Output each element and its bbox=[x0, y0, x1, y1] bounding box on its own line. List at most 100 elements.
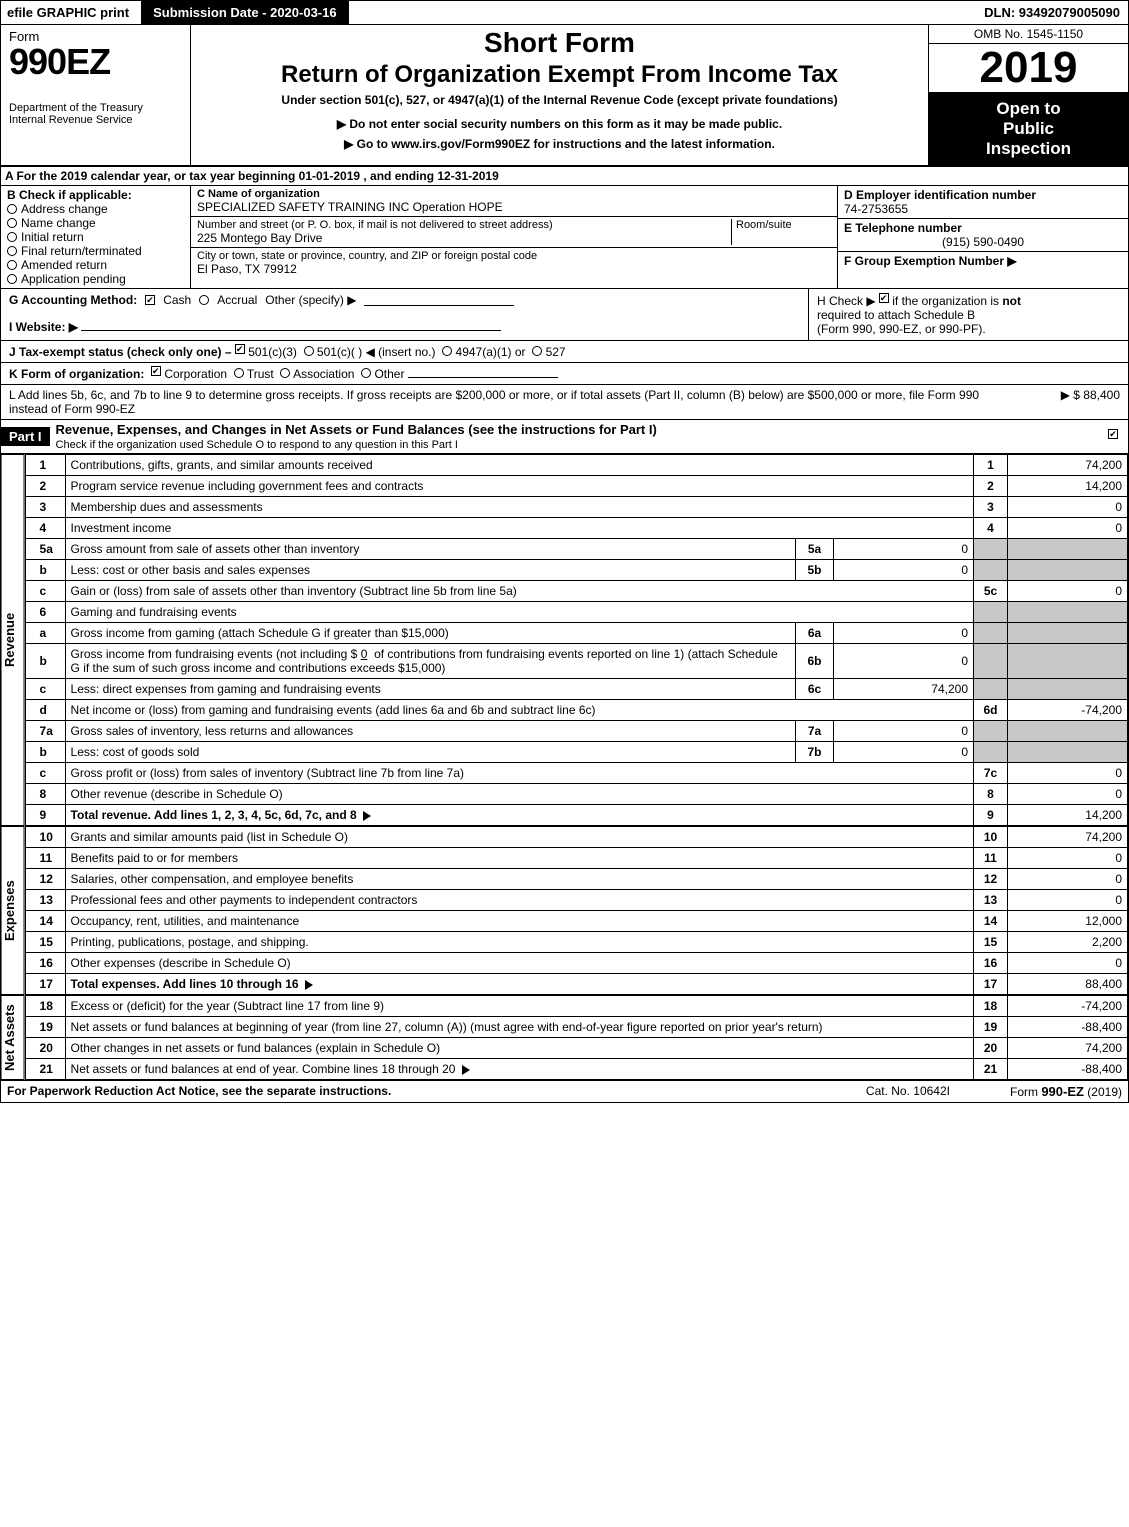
chk-final-return[interactable]: Final return/terminated bbox=[7, 244, 184, 258]
line-k: K Form of organization: Corporation Trus… bbox=[1, 363, 1128, 385]
line-17: 17Total expenses. Add lines 10 through 1… bbox=[25, 974, 1127, 995]
d3: Membership dues and assessments bbox=[71, 500, 263, 514]
v21: -88,400 bbox=[1008, 1059, 1128, 1080]
n16: 16 bbox=[25, 953, 65, 974]
page-container: efile GRAPHIC print Submission Date - 20… bbox=[0, 0, 1129, 1103]
r10: 10 bbox=[974, 827, 1008, 848]
chk-501c[interactable] bbox=[304, 346, 314, 356]
r16: 16 bbox=[974, 953, 1008, 974]
d6d: Net income or (loss) from gaming and fun… bbox=[71, 703, 596, 717]
n9: 9 bbox=[25, 805, 65, 826]
goto-text[interactable]: ▶ Go to www.irs.gov/Form990EZ for instru… bbox=[344, 137, 775, 151]
chk-trust[interactable] bbox=[234, 368, 244, 378]
line-5c: cGain or (loss) from sale of assets othe… bbox=[25, 581, 1127, 602]
gh-row: G Accounting Method: Cash Accrual Other … bbox=[1, 289, 1128, 341]
line-5b: bLess: cost or other basis and sales exp… bbox=[25, 560, 1127, 581]
h-box: H Check ▶ if the organization is not req… bbox=[808, 289, 1128, 340]
d6bamt: 0 bbox=[361, 647, 368, 661]
n14: 14 bbox=[25, 911, 65, 932]
v20: 74,200 bbox=[1008, 1038, 1128, 1059]
k-trust: Trust bbox=[247, 367, 274, 381]
ir5b: 5b bbox=[796, 560, 834, 581]
chk-corp[interactable] bbox=[151, 366, 161, 376]
line-12: 12 Salaries, other compensation, and empl… bbox=[25, 869, 1127, 890]
d12: Salaries, other compensation, and employ… bbox=[71, 872, 354, 886]
ga7a bbox=[1008, 721, 1128, 742]
checkbox-h[interactable] bbox=[879, 293, 889, 303]
d16: Other expenses (describe in Schedule O) bbox=[71, 956, 291, 970]
n1: 1 bbox=[25, 455, 65, 476]
form-no: Form 990-EZ (2019) bbox=[1010, 1084, 1122, 1099]
section-bcd: B Check if applicable: Address change Na… bbox=[1, 186, 1128, 289]
ga6a bbox=[1008, 623, 1128, 644]
line-6c: cLess: direct expenses from gaming and f… bbox=[25, 679, 1127, 700]
h-not: not bbox=[1002, 294, 1021, 308]
n12: 12 bbox=[25, 869, 65, 890]
v1: 74,200 bbox=[1008, 455, 1128, 476]
chk-schedule-o[interactable] bbox=[1108, 429, 1118, 439]
n7b: b bbox=[25, 742, 65, 763]
r20: 20 bbox=[974, 1038, 1008, 1059]
chk-initial-return[interactable]: Initial return bbox=[7, 230, 184, 244]
r13: 13 bbox=[974, 890, 1008, 911]
d5a: Gross amount from sale of assets other t… bbox=[71, 542, 360, 556]
chk-4947[interactable] bbox=[442, 346, 452, 356]
goto-link[interactable]: ▶ Go to www.irs.gov/Form990EZ for instru… bbox=[197, 137, 922, 151]
n6c: c bbox=[25, 679, 65, 700]
efile-label: efile GRAPHIC print bbox=[1, 2, 135, 23]
g-label: G Accounting Method: bbox=[9, 293, 137, 307]
chk-name-change[interactable]: Name change bbox=[7, 216, 184, 230]
k-other-input[interactable] bbox=[408, 366, 558, 378]
header-mid: Short Form Return of Organization Exempt… bbox=[191, 25, 928, 165]
g7b bbox=[974, 742, 1008, 763]
v14: 12,000 bbox=[1008, 911, 1128, 932]
line-l: L Add lines 5b, 6c, and 7b to line 9 to … bbox=[1, 385, 1128, 420]
opt-initial: Initial return bbox=[21, 230, 84, 244]
g-other-input[interactable] bbox=[364, 294, 514, 306]
checkbox-cash[interactable] bbox=[145, 295, 155, 305]
part1-sub: Check if the organization used Schedule … bbox=[56, 439, 458, 451]
d19: Net assets or fund balances at beginning… bbox=[71, 1020, 823, 1034]
d14: Occupancy, rent, utilities, and maintena… bbox=[71, 914, 300, 928]
i-label: I Website: ▶ bbox=[9, 320, 78, 334]
expenses-block: Expenses 10Grants and similar amounts pa… bbox=[1, 826, 1128, 995]
chk-other[interactable] bbox=[361, 368, 371, 378]
ir5a: 5a bbox=[796, 539, 834, 560]
header-right: OMB No. 1545-1150 2019 Open to Public In… bbox=[928, 25, 1128, 165]
radio-accrual[interactable] bbox=[199, 295, 209, 305]
k-assoc: Association bbox=[293, 367, 354, 381]
circle-icon bbox=[7, 204, 17, 214]
n6d: d bbox=[25, 700, 65, 721]
website-input[interactable] bbox=[81, 319, 501, 331]
ga6b bbox=[1008, 644, 1128, 679]
line-7b: bLess: cost of goods sold7b0 bbox=[25, 742, 1127, 763]
r17: 17 bbox=[974, 974, 1008, 995]
v8: 0 bbox=[1008, 784, 1128, 805]
circle-icon bbox=[7, 246, 17, 256]
r18: 18 bbox=[974, 996, 1008, 1017]
dept-label: Department of the Treasury bbox=[9, 102, 182, 114]
chk-amended[interactable]: Amended return bbox=[7, 258, 184, 272]
c-street-box: Number and street (or P. O. box, if mail… bbox=[191, 217, 837, 248]
v6d: -74,200 bbox=[1008, 700, 1128, 721]
opt-pending: Application pending bbox=[21, 272, 126, 286]
submission-date-badge: Submission Date - 2020-03-16 bbox=[141, 1, 349, 24]
chk-pending[interactable]: Application pending bbox=[7, 272, 184, 286]
tel-lbl: E Telephone number bbox=[844, 221, 1122, 235]
l-amt: ▶ $ 88,400 bbox=[1010, 388, 1120, 416]
line-10: 10Grants and similar amounts paid (list … bbox=[25, 827, 1127, 848]
opt-address: Address change bbox=[21, 202, 108, 216]
h-text2: if the organization is bbox=[892, 294, 1002, 308]
d-tel-box: E Telephone number (915) 590-0490 bbox=[838, 219, 1128, 252]
opt-amended: Amended return bbox=[21, 258, 107, 272]
chk-501c3[interactable] bbox=[235, 344, 245, 354]
chk-527[interactable] bbox=[532, 346, 542, 356]
v7c: 0 bbox=[1008, 763, 1128, 784]
col-b: B Check if applicable: Address change Na… bbox=[1, 186, 191, 288]
omb-number: OMB No. 1545-1150 bbox=[929, 25, 1128, 44]
chk-assoc[interactable] bbox=[280, 368, 290, 378]
r12: 12 bbox=[974, 869, 1008, 890]
line-19: 19Net assets or fund balances at beginni… bbox=[25, 1017, 1127, 1038]
chk-address-change[interactable]: Address change bbox=[7, 202, 184, 216]
d8: Other revenue (describe in Schedule O) bbox=[71, 787, 283, 801]
